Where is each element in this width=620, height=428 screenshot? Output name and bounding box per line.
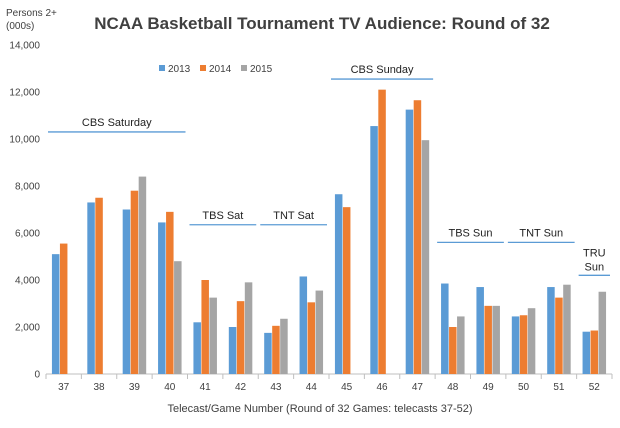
x-axis-title: Telecast/Game Number (Round of 32 Games:… — [167, 403, 472, 415]
annotation-label: CBS Sunday — [351, 64, 414, 76]
bar-2015-39 — [138, 176, 147, 374]
bar-2014-46 — [378, 89, 386, 375]
bar-2013-37 — [51, 254, 60, 374]
x-tick-label: 37 — [58, 382, 70, 393]
bar-2015-44 — [315, 290, 324, 374]
annotation-label: Sun — [585, 261, 605, 273]
legend: 2013 2014 2015 — [159, 64, 273, 75]
legend-label-2015: 2015 — [250, 64, 273, 75]
x-tick-label: 48 — [447, 382, 459, 393]
bar-2013-45 — [334, 194, 343, 374]
bar-2013-50 — [511, 316, 520, 374]
y-tick-label: 4,000 — [15, 276, 40, 287]
bar-2013-49 — [476, 287, 484, 374]
x-tick-label: 38 — [94, 382, 106, 393]
legend-swatch-2015 — [241, 65, 247, 71]
bar-2014-51 — [555, 297, 563, 374]
bar-2014-43 — [272, 325, 280, 374]
x-tick-label: 39 — [129, 382, 141, 393]
bar-2014-44 — [307, 302, 316, 374]
bar-2015-52 — [598, 291, 607, 374]
chart-title: NCAA Basketball Tournament TV Audience: … — [94, 14, 550, 33]
bar-2013-46 — [370, 126, 378, 374]
bar-2013-40 — [158, 222, 166, 374]
bar-2013-38 — [87, 202, 95, 374]
x-tick-label: 40 — [164, 382, 176, 393]
bar-2013-48 — [441, 283, 449, 374]
y-tick-label: 10,000 — [9, 135, 40, 146]
annotation-label: TBS Sat — [202, 210, 243, 222]
bar-2014-52 — [590, 330, 599, 374]
legend-swatch-2013 — [159, 65, 165, 71]
bar-2014-41 — [201, 280, 209, 374]
x-tick-label: 44 — [306, 382, 318, 393]
bar-2015-47 — [421, 140, 430, 374]
bar-2014-39 — [130, 190, 139, 374]
bar-2014-38 — [95, 197, 103, 374]
bar-2015-43 — [280, 318, 288, 374]
x-tick-label: 50 — [518, 382, 530, 393]
annotation-label: TNT Sat — [273, 210, 314, 222]
bar-2013-43 — [264, 332, 272, 374]
bar-2015-51 — [563, 284, 571, 374]
x-tick-label: 52 — [589, 382, 601, 393]
bar-2013-47 — [405, 109, 414, 374]
bar-2014-37 — [59, 243, 68, 374]
annotations: CBS Saturday TBS Sat TNT Sat CBS Sunday TBS … — [48, 64, 610, 276]
bar-2015-42 — [244, 282, 253, 374]
annotation-label: TRU — [583, 247, 606, 259]
y-tick-label: 14,000 — [9, 41, 40, 52]
bar-2013-39 — [122, 209, 131, 374]
y-tick-label: 0 — [34, 370, 40, 381]
bar-2015-40 — [174, 261, 182, 374]
annotation-label: CBS Saturday — [82, 117, 152, 129]
bar-2014-42 — [236, 301, 245, 374]
bar-2014-48 — [449, 327, 457, 374]
bar-2015-49 — [492, 305, 500, 374]
bar-2013-42 — [228, 327, 237, 374]
x-tick-label: 51 — [553, 382, 565, 393]
y-axis-label-line2: (000s) — [6, 21, 34, 32]
bar-2014-49 — [484, 305, 492, 374]
x-axis: 37 38 39 40 41 42 43 44 45 46 47 48 49 50 51 52 — [45, 373, 613, 393]
x-tick-label: 46 — [377, 382, 389, 393]
bar-2013-52 — [582, 331, 591, 374]
annotation-label: TNT Sun — [519, 227, 563, 239]
bar-2013-41 — [193, 322, 201, 374]
bar-2013-44 — [299, 276, 308, 374]
x-tick-label: 49 — [483, 382, 495, 393]
y-tick-label: 8,000 — [15, 182, 40, 193]
x-tick-label: 43 — [270, 382, 282, 393]
bar-2015-41 — [209, 297, 217, 374]
x-tick-label: 42 — [235, 382, 247, 393]
annotation-label: TBS Sun — [448, 227, 492, 239]
legend-label-2013: 2013 — [168, 64, 191, 75]
legend-swatch-2014 — [200, 65, 206, 71]
y-tick-label: 6,000 — [15, 229, 40, 240]
bar-2014-40 — [166, 211, 174, 374]
y-axis-label-line1: Persons 2+ — [6, 8, 57, 19]
y-tick-label: 12,000 — [9, 88, 40, 99]
bar-2013-51 — [547, 287, 555, 374]
bars — [51, 89, 607, 375]
legend-label-2014: 2014 — [209, 64, 232, 75]
x-tick-label: 45 — [341, 382, 353, 393]
y-axis: 0 2,000 4,000 6,000 8,000 10,000 12,000 14,000 — [9, 41, 40, 381]
y-tick-label: 2,000 — [15, 323, 40, 334]
x-tick-label: 47 — [412, 382, 424, 393]
bar-2014-50 — [519, 315, 528, 374]
bar-2014-47 — [413, 100, 422, 374]
bar-2014-45 — [342, 207, 351, 374]
bar-2015-50 — [527, 308, 536, 374]
bar-2015-48 — [457, 316, 465, 374]
x-tick-label: 41 — [200, 382, 212, 393]
